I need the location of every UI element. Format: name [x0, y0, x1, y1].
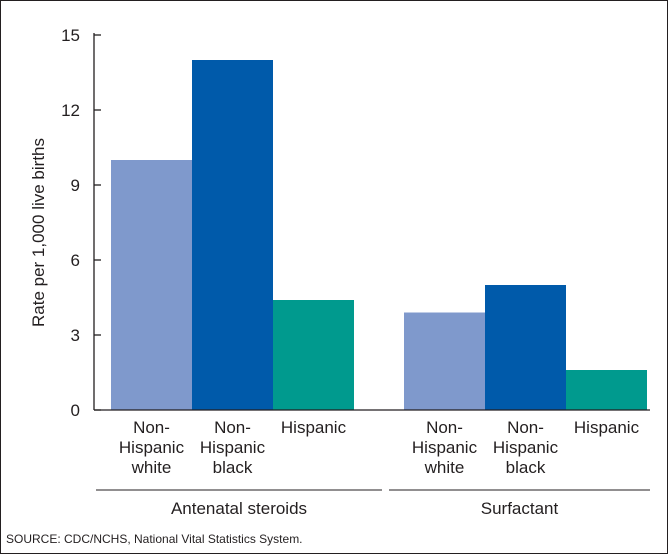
- category-label-1-2: Hispanic: [574, 418, 640, 437]
- category-label-0-2: Hispanic: [281, 418, 347, 437]
- bar-0-2: [273, 300, 354, 410]
- axes-layer: [93, 33, 650, 491]
- bar-0-1: [192, 60, 273, 410]
- group-label-1: Surfactant: [481, 499, 559, 518]
- category-label-1-1: Non-Hispanic black: [493, 418, 559, 477]
- bar-0-0: [111, 160, 192, 410]
- y-tick-label-1: 3: [71, 326, 80, 345]
- category-label-0-0: Non-Hispanic white: [119, 418, 185, 477]
- source-note: SOURCE: CDC/NCHS, National Vital Statist…: [6, 532, 303, 546]
- y-tick-label-2: 6: [71, 251, 80, 270]
- y-tick-label-5: 15: [61, 26, 80, 45]
- y-tick-label-0: 0: [71, 401, 80, 420]
- y-axis-label: Rate per 1,000 live births: [29, 138, 48, 327]
- labels-layer: 0 3 6 9 12 15 Rate per 1,000 live births Non-Hi…: [29, 26, 640, 518]
- y-tick-label-4: 12: [61, 101, 80, 120]
- y-tick-label-3: 9: [71, 176, 80, 195]
- group-label-0: Antenatal steroids: [171, 499, 307, 518]
- bar-1-1: [485, 285, 566, 410]
- bars-layer: [111, 60, 647, 410]
- category-label-1-0: Non-Hispanic white: [412, 418, 478, 477]
- bar-1-0: [404, 312, 485, 410]
- bar-1-2: [566, 370, 647, 410]
- category-label-0-1: Non-Hispanic black: [200, 418, 266, 477]
